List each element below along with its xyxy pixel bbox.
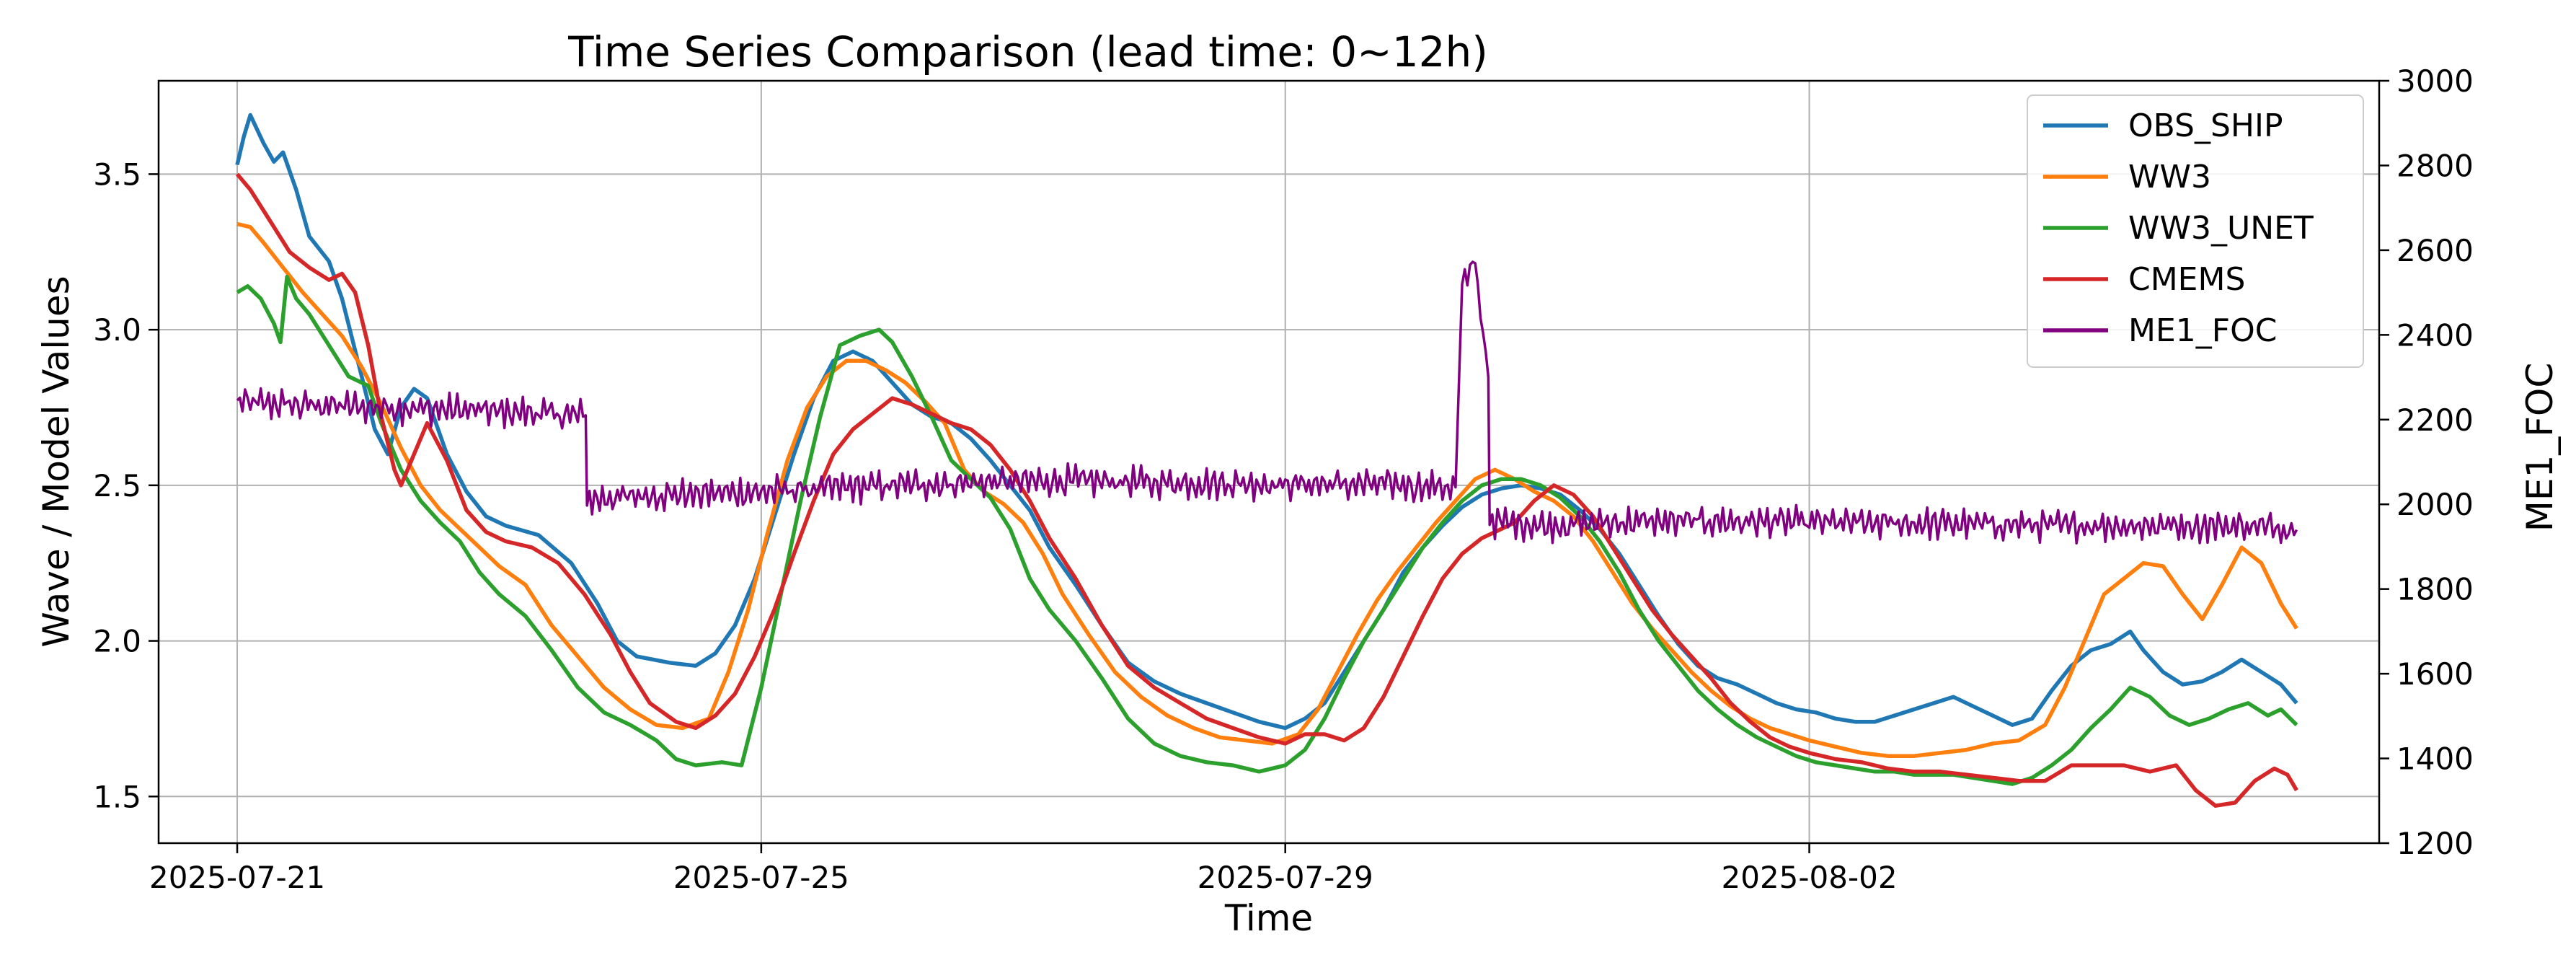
y2-tick-label: 3000	[2396, 63, 2474, 99]
y2-tick-label: 2200	[2396, 402, 2474, 438]
y2-tick-label: 1400	[2396, 741, 2474, 777]
y-tick-label: 2.5	[93, 468, 141, 503]
series-line-cmems	[235, 172, 2298, 808]
y2-tick-label: 1600	[2396, 656, 2474, 692]
legend-box	[2027, 94, 2364, 368]
y2-tick-label: 2600	[2396, 233, 2474, 268]
y2-tick-label: 2800	[2396, 148, 2474, 183]
y-tick-label: 3.5	[93, 157, 141, 192]
series-lines	[235, 113, 2298, 808]
series-line-obs_ship	[235, 113, 2298, 731]
chart-title: Time Series Comparison (lead time: 0~12h…	[567, 27, 1488, 76]
y2-axis-label: ME1_FOC	[2519, 363, 2561, 532]
legend-entry: WW3_UNET	[2128, 210, 2314, 247]
legend-entry: OBS_SHIP	[2128, 107, 2283, 144]
legend-entry: WW3	[2128, 159, 2211, 195]
y2-tick-label: 2000	[2396, 487, 2474, 522]
y2-tick-label: 2400	[2396, 317, 2474, 353]
series-line-ww3	[236, 221, 2298, 758]
series-line-me1_foc	[236, 260, 2298, 545]
x-axis-label: Time	[1224, 897, 1313, 939]
plot-frame	[157, 79, 2381, 845]
x-tick-label: 2025-07-29	[1198, 860, 1373, 895]
grid-lines	[159, 81, 2379, 843]
series-line-ww3_unet	[236, 275, 2298, 786]
x-tick-label: 2025-08-02	[1722, 860, 1898, 895]
x-tick-label: 2025-07-25	[673, 860, 849, 895]
legend-entry: CMEMS	[2128, 261, 2245, 298]
y-axis-label: Wave / Model Values	[35, 276, 77, 647]
legend-entry: ME1_FOC	[2128, 312, 2277, 349]
y-tick-label: 1.5	[93, 779, 141, 814]
y-tick-label: 3.0	[93, 312, 141, 348]
axes: 2025-07-21 2025-07-25 2025-07-29 2025-08-02…	[93, 63, 2474, 895]
y2-tick-label: 1200	[2396, 826, 2474, 861]
y2-tick-label: 1800	[2396, 572, 2474, 607]
legend: OBS_SHIP WW3 WW3_UNET CMEMS ME1_FOC	[2027, 94, 2364, 368]
y-tick-label: 2.0	[93, 624, 141, 659]
x-tick-label: 2025-07-21	[149, 860, 325, 895]
